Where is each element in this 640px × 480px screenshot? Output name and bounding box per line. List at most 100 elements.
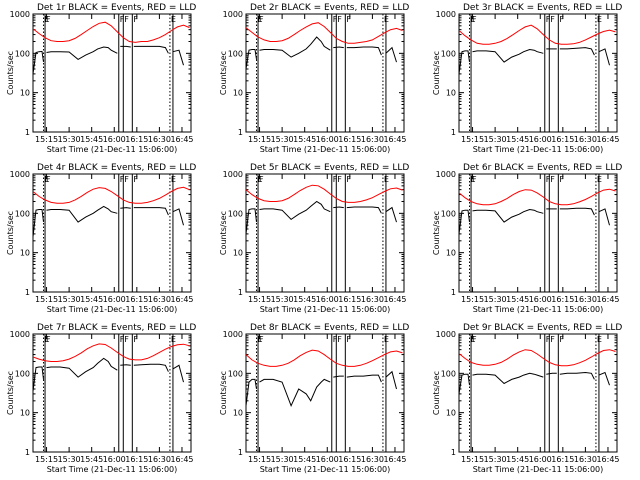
panel-title: Det 3r BLACK = Events, RED = LLD bbox=[463, 3, 622, 13]
x-tick-label: 15:15 bbox=[461, 455, 484, 464]
x-tick-label: 16:00 bbox=[103, 135, 126, 144]
plot-frame bbox=[458, 173, 618, 293]
y-tick-label: 1 bbox=[238, 288, 243, 297]
panel-det-8: Det 8r BLACK = Events, RED = LLD 1 10 100 10… bbox=[219, 323, 409, 474]
y-tick-label: 1000 bbox=[436, 330, 456, 339]
x-tick-label: 15:15 bbox=[248, 135, 271, 144]
plot-frame bbox=[32, 13, 192, 133]
x-tick-label: 15:45 bbox=[506, 455, 529, 464]
lld-series-line bbox=[459, 188, 616, 206]
x-tick-label: 16:45 bbox=[383, 455, 406, 464]
plot-frame bbox=[245, 13, 405, 133]
x-tick-label: 15:45 bbox=[293, 295, 316, 304]
y-tick-label: 1000 bbox=[436, 10, 456, 19]
y-axis-label: Counts/sec bbox=[6, 51, 15, 95]
marker-flag: F bbox=[546, 175, 551, 184]
x-tick-label: 16:45 bbox=[596, 455, 619, 464]
x-tick-label: 15:30 bbox=[271, 295, 294, 304]
plot-frame bbox=[245, 333, 405, 453]
lld-series-line bbox=[246, 22, 403, 44]
y-tick-label: 1 bbox=[238, 448, 243, 457]
y-tick-label: 10 bbox=[446, 89, 456, 98]
events-series-line bbox=[459, 209, 470, 234]
marker-flag: E bbox=[384, 175, 389, 184]
y-tick-label: 1000 bbox=[223, 10, 243, 19]
x-tick-label: 16:15 bbox=[338, 455, 361, 464]
y-tick-label: 1000 bbox=[436, 170, 456, 179]
y-tick-label: 1000 bbox=[10, 170, 30, 179]
lld-series-line bbox=[33, 343, 190, 362]
y-tick-label: 10 bbox=[20, 249, 30, 258]
events-series-line bbox=[172, 49, 184, 66]
marker-flag: E bbox=[258, 175, 263, 184]
x-tick-label: 16:15 bbox=[551, 455, 574, 464]
lld-series-line bbox=[33, 186, 190, 204]
x-tick-label: 16:30 bbox=[148, 295, 171, 304]
y-tick-label: 100 bbox=[15, 209, 30, 218]
x-tick-label: 16:15 bbox=[338, 135, 361, 144]
marker-flag: F bbox=[550, 15, 555, 24]
panel-det-2: Det 2r BLACK = Events, RED = LLD 1 10 100 10… bbox=[219, 3, 409, 154]
x-tick-label: 15:45 bbox=[80, 295, 103, 304]
x-tick-label: 16:45 bbox=[596, 295, 619, 304]
events-series-line bbox=[46, 46, 118, 61]
marker-flag: E bbox=[45, 335, 50, 344]
y-tick-label: 100 bbox=[441, 369, 456, 378]
x-tick-label: 16:15 bbox=[125, 135, 148, 144]
y-tick-label: 10 bbox=[233, 89, 243, 98]
marker-flag: F bbox=[46, 15, 51, 24]
x-tick-label: 16:15 bbox=[338, 295, 361, 304]
y-tick-label: 10 bbox=[233, 249, 243, 258]
y-tick-label: 100 bbox=[228, 369, 243, 378]
y-tick-label: 100 bbox=[441, 209, 456, 218]
x-tick-label: 15:30 bbox=[271, 135, 294, 144]
panel-title: Det 2r BLACK = Events, RED = LLD bbox=[250, 3, 409, 13]
panel-det-9: Det 9r BLACK = Events, RED = LLD 1 10 100 10… bbox=[432, 323, 622, 474]
marker-flag: F bbox=[559, 175, 564, 184]
lld-series-line bbox=[33, 21, 190, 43]
x-axis-label: Start Time (21-Dec-11 15:06:00) bbox=[260, 145, 391, 154]
x-tick-label: 15:45 bbox=[293, 135, 316, 144]
x-tick-label: 15:30 bbox=[58, 455, 81, 464]
y-tick-label: 10 bbox=[446, 409, 456, 418]
events-series-line bbox=[333, 46, 344, 49]
plot-frame bbox=[458, 13, 618, 133]
x-tick-label: 15:30 bbox=[58, 295, 81, 304]
marker-flag: E bbox=[471, 15, 476, 24]
x-tick-label: 16:45 bbox=[383, 295, 406, 304]
x-tick-label: 16:30 bbox=[148, 455, 171, 464]
x-tick-label: 16:30 bbox=[574, 295, 597, 304]
events-series-line bbox=[459, 373, 470, 394]
events-series-line bbox=[46, 357, 118, 378]
x-tick-label: 16:45 bbox=[596, 135, 619, 144]
marker-flag: F bbox=[124, 175, 129, 184]
marker-flag: F bbox=[346, 175, 351, 184]
marker-flag: E bbox=[258, 335, 263, 344]
panel-det-4: Det 4r BLACK = Events, RED = LLD 1 10 100 10… bbox=[6, 163, 196, 314]
marker-flag: F bbox=[120, 175, 125, 184]
events-series-line bbox=[598, 208, 610, 226]
y-tick-label: 1000 bbox=[223, 330, 243, 339]
marker-flag: F bbox=[124, 15, 129, 24]
y-tick-label: 1 bbox=[451, 128, 456, 137]
events-series-line bbox=[246, 49, 257, 70]
y-tick-label: 100 bbox=[15, 369, 30, 378]
events-series-line bbox=[546, 372, 557, 375]
marker-flag: F bbox=[472, 175, 477, 184]
events-series-line bbox=[133, 363, 169, 372]
marker-flag: E bbox=[597, 335, 602, 344]
events-series-line bbox=[259, 200, 331, 221]
x-tick-label: 15:15 bbox=[35, 455, 58, 464]
events-series-line bbox=[346, 206, 382, 214]
events-series-line bbox=[172, 364, 184, 383]
x-tick-label: 15:30 bbox=[484, 135, 507, 144]
marker-flag: F bbox=[546, 15, 551, 24]
x-tick-label: 16:00 bbox=[529, 455, 552, 464]
marker-flag: F bbox=[124, 335, 129, 344]
y-axis-label: Counts/sec bbox=[432, 51, 441, 95]
y-tick-label: 100 bbox=[441, 49, 456, 58]
panel-det-7: Det 7r BLACK = Events, RED = LLD 1 10 100 10… bbox=[6, 323, 196, 474]
x-tick-label: 15:45 bbox=[506, 295, 529, 304]
y-tick-label: 1000 bbox=[10, 330, 30, 339]
